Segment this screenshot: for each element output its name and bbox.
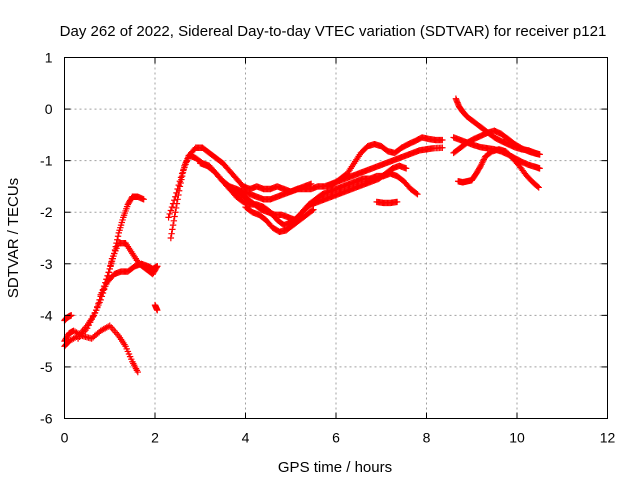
y-tick-label: -2	[40, 204, 53, 220]
data-point	[94, 303, 101, 310]
chart-title: Day 262 of 2022, Sidereal Day-to-day VTE…	[60, 23, 607, 40]
data-point	[166, 210, 173, 218]
series-arc-7	[167, 144, 446, 242]
x-tick-label: 0	[61, 430, 69, 446]
y-axis-title: SDTVAR / TECUs	[5, 178, 22, 298]
data-point	[168, 230, 175, 237]
data-point	[91, 310, 98, 317]
data-marks	[61, 95, 543, 376]
data-point	[173, 189, 180, 197]
y-tick-label: 1	[45, 50, 53, 66]
series-arc-12	[323, 134, 446, 190]
x-tick-label: 2	[151, 430, 159, 446]
data-point	[174, 185, 181, 193]
plot-frame	[64, 57, 608, 419]
y-tick-label: -3	[40, 256, 53, 272]
data-point	[85, 322, 92, 329]
data-point	[171, 196, 178, 204]
grid-lines	[64, 57, 608, 419]
data-point	[114, 233, 122, 240]
data-point	[172, 204, 180, 212]
data-point	[154, 263, 161, 270]
data-point	[114, 236, 121, 243]
y-tick-label: -1	[40, 153, 53, 169]
series-arc-13	[373, 198, 401, 207]
data-point	[171, 213, 178, 220]
data-point	[169, 226, 176, 233]
series-arc-5	[97, 260, 161, 298]
data-point	[476, 163, 484, 171]
data-point	[170, 217, 178, 225]
series-arc-17	[454, 146, 542, 191]
data-point	[413, 190, 420, 197]
x-axis-title: GPS time / hours	[278, 459, 392, 476]
y-tick-label: -4	[40, 307, 53, 323]
data-point	[536, 165, 543, 172]
data-point	[154, 307, 161, 314]
y-tick-label: 0	[45, 101, 53, 117]
data-point	[309, 207, 316, 214]
data-point	[310, 206, 317, 213]
data-point	[165, 214, 172, 221]
data-point	[536, 151, 543, 158]
data-point	[140, 196, 147, 203]
series-arc-11	[242, 203, 317, 236]
data-point	[113, 239, 120, 247]
data-point	[169, 200, 177, 207]
series-arc-8	[165, 144, 315, 221]
data-point	[96, 296, 103, 304]
data-point	[181, 164, 188, 171]
data-point	[182, 161, 189, 168]
data-point	[535, 184, 542, 191]
data-point	[414, 190, 421, 198]
data-point	[176, 178, 184, 185]
x-tick-label: 12	[600, 430, 616, 446]
data-point	[111, 250, 118, 257]
x-tick-label: 8	[423, 430, 431, 446]
data-point	[105, 323, 112, 330]
data-point	[172, 193, 179, 200]
data-point	[95, 300, 102, 307]
data-point	[167, 234, 175, 242]
series-arc-15	[450, 127, 543, 158]
data-point	[183, 158, 190, 165]
x-tick-label: 4	[242, 430, 250, 446]
data-point	[112, 243, 119, 250]
series-arc-4	[61, 312, 75, 324]
data-point	[439, 144, 446, 151]
x-tick-label: 6	[332, 430, 340, 446]
data-point	[534, 183, 541, 190]
data-point	[439, 136, 446, 144]
data-point	[86, 319, 94, 326]
x-tick-label: 10	[509, 430, 525, 446]
data-point	[89, 313, 97, 320]
data-point	[111, 246, 119, 254]
data-point	[402, 165, 410, 172]
data-point	[177, 174, 185, 181]
data-point	[104, 272, 111, 280]
data-point	[184, 155, 192, 162]
data-point	[307, 180, 315, 188]
data-point	[169, 221, 177, 229]
data-point	[393, 198, 401, 206]
data-point	[172, 209, 179, 216]
data-point	[134, 368, 142, 376]
data-point	[105, 269, 112, 276]
data-point	[175, 181, 182, 189]
data-point	[178, 170, 186, 177]
data-point	[92, 307, 100, 314]
data-point	[180, 167, 187, 174]
data-point	[167, 207, 175, 214]
y-tick-label: -6	[40, 411, 53, 427]
data-point	[88, 316, 95, 323]
series-arc-6	[151, 301, 161, 314]
data-point	[168, 203, 176, 211]
series-arc-10	[219, 162, 410, 229]
y-tick-label: -5	[40, 359, 53, 375]
data-point	[83, 325, 91, 332]
